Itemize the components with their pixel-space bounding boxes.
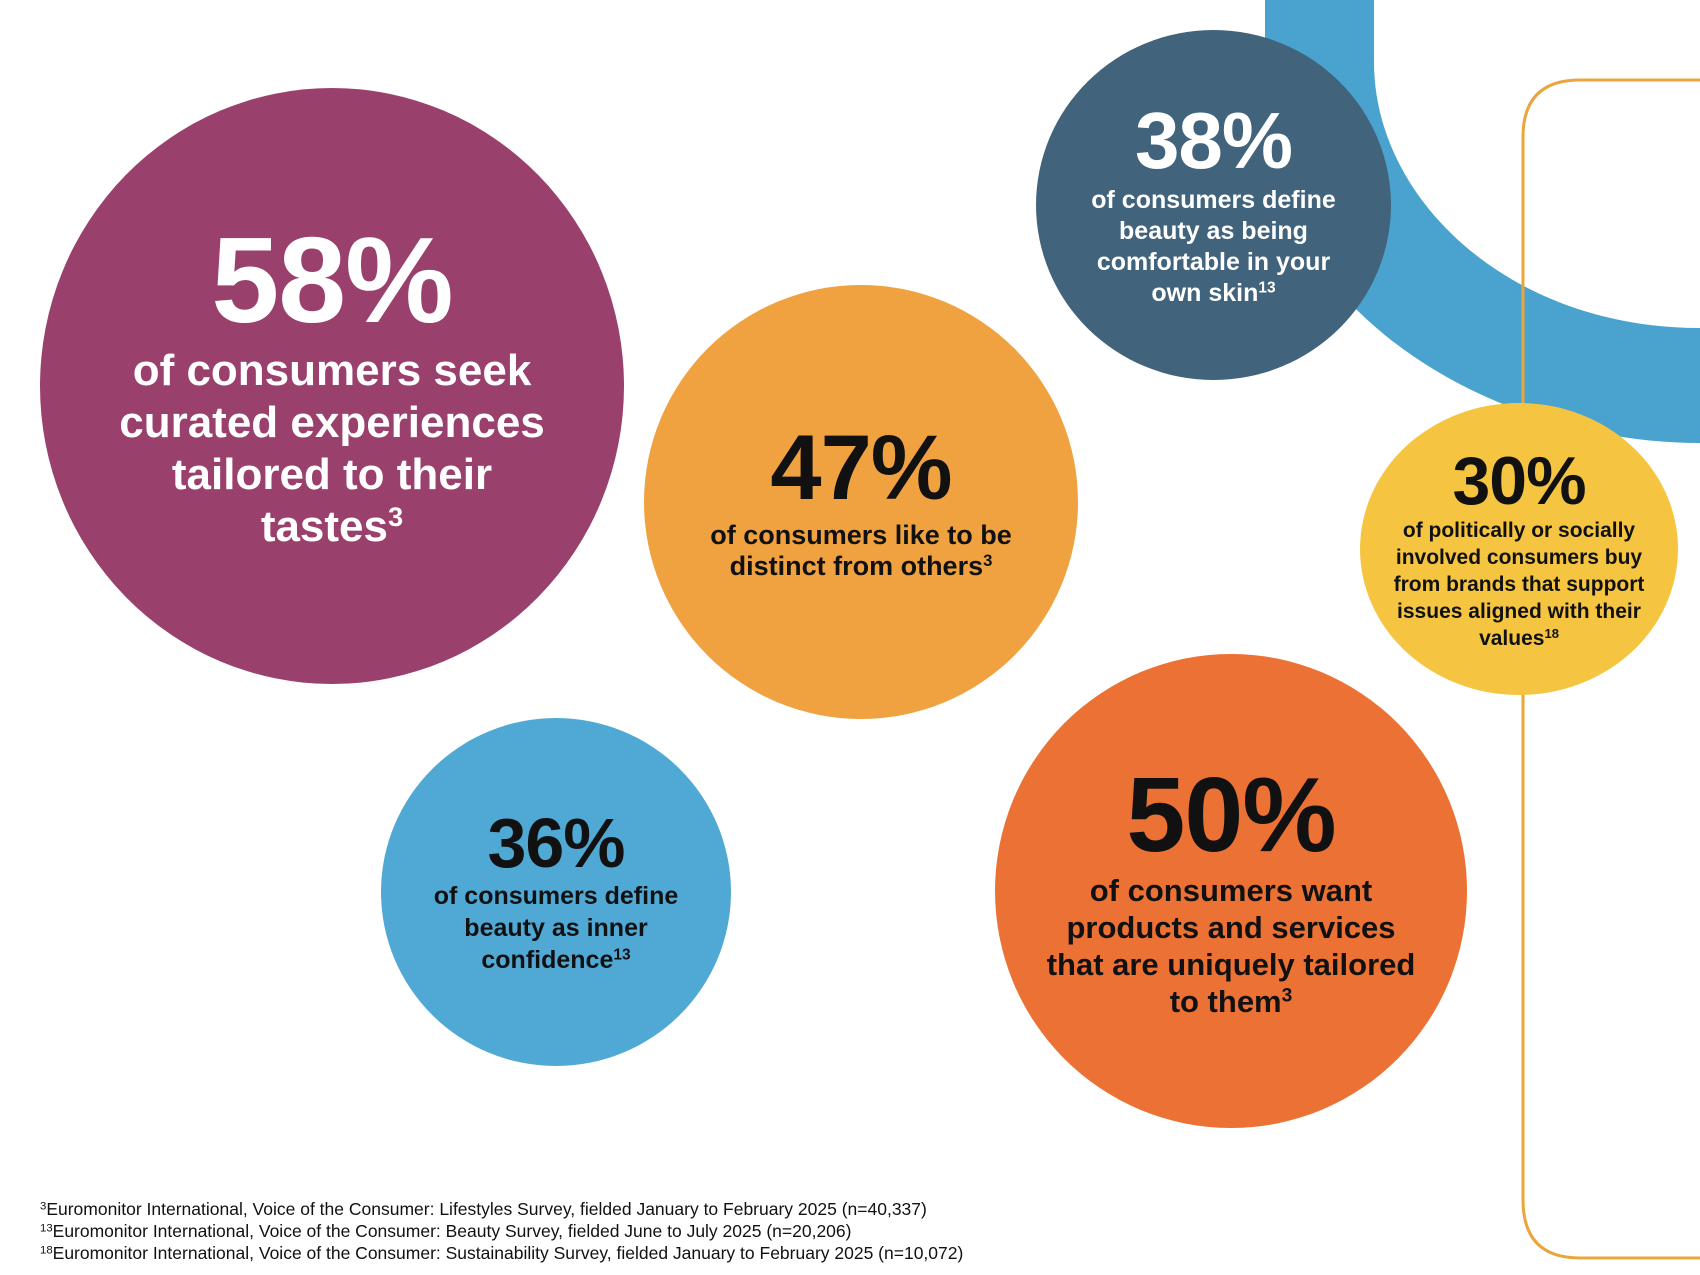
stat-bubble-30: 30% of politically or socially involved … [1360, 403, 1678, 695]
stat-text: of consumers seek curated experiences ta… [119, 346, 545, 551]
blue-arc-band [1265, 0, 1700, 443]
stat-bubble-58: 58% of consumers seek curated experience… [40, 88, 624, 684]
stat-percent: 36% [487, 804, 625, 882]
stat-bubble-38: 38% of consumers define beauty as being … [1036, 30, 1391, 380]
footnote: 18Euromonitor International, Voice of th… [40, 1243, 964, 1263]
footnote: 13Euromonitor International, Voice of th… [40, 1221, 852, 1241]
stat-percent: 58% [211, 212, 453, 348]
stat-percent: 30% [1452, 442, 1586, 519]
stat-percent: 47% [770, 417, 952, 519]
stat-percent: 38% [1134, 96, 1293, 185]
stat-text: of consumers want products and services … [1046, 873, 1416, 1019]
stat-bubble-50: 50% of consumers want products and servi… [995, 654, 1467, 1128]
stat-text: of consumers define beauty as inner conf… [433, 882, 679, 974]
stat-percent: 50% [1126, 756, 1336, 874]
stat-text: of consumers like to be distinct from ot… [710, 520, 1012, 581]
stat-bubble-36: 36% of consumers define beauty as inner … [381, 718, 731, 1066]
footnotes: 3Euromonitor International, Voice of the… [40, 1198, 963, 1264]
stat-text: of politically or socially involved cons… [1393, 518, 1645, 650]
footnote: 3Euromonitor International, Voice of the… [40, 1199, 927, 1219]
stat-bubble-47: 47% of consumers like to be distinct fro… [644, 285, 1078, 719]
stat-text: of consumers define beauty as being comf… [1091, 186, 1336, 307]
